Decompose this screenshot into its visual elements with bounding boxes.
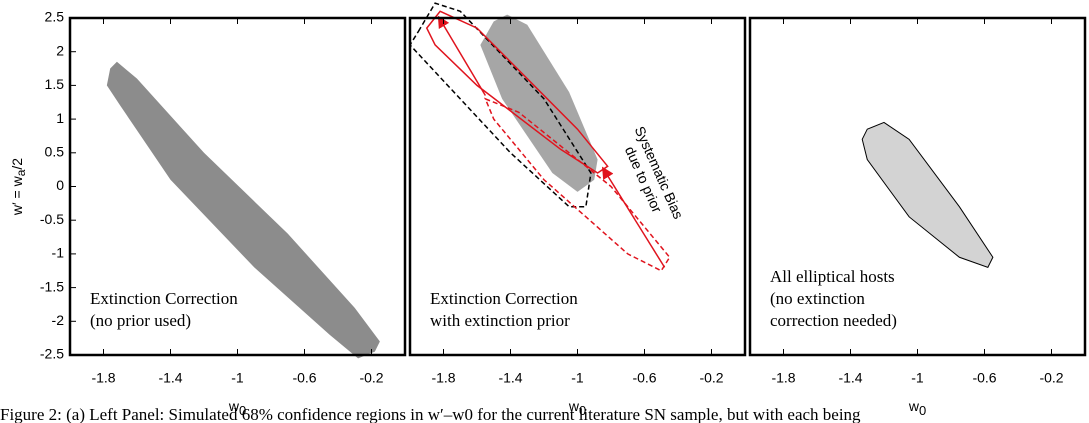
y-tick-label: -1.5 (40, 278, 64, 294)
panel-label: Extinction Correction (430, 289, 578, 308)
x-tick-label: -1.4 (838, 370, 862, 386)
x-tick-label: -0.2 (699, 370, 723, 386)
y-tick-label: 2.5 (45, 9, 65, 25)
x-tick-label: -1.8 (771, 370, 795, 386)
contour-region (861, 121, 994, 268)
x-axis-label-main: w (908, 398, 920, 414)
y-tick-label: 0 (56, 177, 64, 193)
y-axis-label-main: w′ = w (9, 175, 25, 216)
panel-label: with extinction prior (430, 311, 570, 330)
y-tick-label: 1 (56, 110, 64, 126)
arrow (601, 166, 666, 268)
x-axis-label: w0 (568, 398, 586, 419)
x-tick-label: -0.2 (1039, 370, 1063, 386)
arrow (437, 15, 487, 96)
y-axis-label-tail: /2 (9, 158, 25, 170)
y-tick-label: -2.5 (40, 346, 64, 362)
y-axis-label-sub: a (14, 169, 28, 176)
y-tick-label: -0.5 (40, 211, 64, 227)
x-axis-label: w0 (228, 398, 246, 419)
panel-label: (no extinction (770, 289, 865, 308)
contour-region (480, 14, 598, 192)
contour-region (106, 61, 380, 359)
panel-label: correction needed) (770, 311, 897, 330)
x-axis-label-main: w (568, 398, 580, 414)
y-tick-label: 2 (56, 42, 64, 58)
caption: Figure 2: (a) Left Panel: Simulated 68% … (0, 405, 861, 423)
x-axis-label-sub: 0 (239, 403, 246, 418)
contour-outline (409, 2, 592, 208)
y-tick-label: -1 (52, 245, 65, 261)
y-tick-label: 0.5 (45, 144, 65, 160)
panel-label: All elliptical hosts (770, 267, 895, 286)
x-tick-label: -1 (911, 370, 924, 386)
x-tick-label: -1.4 (498, 370, 522, 386)
x-tick-label: -0.6 (972, 370, 996, 386)
x-axis-label-sub: 0 (919, 403, 926, 418)
x-tick-label: -1.4 (158, 370, 182, 386)
x-tick-label: -0.2 (359, 370, 383, 386)
x-tick-label: -0.6 (292, 370, 316, 386)
x-axis-label-main: w (228, 398, 240, 414)
x-tick-label: -1.8 (91, 370, 115, 386)
panel-label: (no prior used) (90, 311, 191, 330)
x-axis-label-sub: 0 (579, 403, 586, 418)
y-axis-label: w′ = wa/2 (9, 158, 28, 216)
x-tick-label: -1 (231, 370, 244, 386)
x-tick-label: -0.6 (632, 370, 656, 386)
panel-label: Extinction Correction (90, 289, 238, 308)
y-tick-label: -2 (52, 312, 65, 328)
y-tick-label: 1.5 (45, 76, 65, 92)
x-axis-label: w0 (908, 398, 926, 419)
x-tick-label: -1.8 (431, 370, 455, 386)
x-tick-label: -1 (571, 370, 584, 386)
contour-outline (483, 97, 671, 272)
